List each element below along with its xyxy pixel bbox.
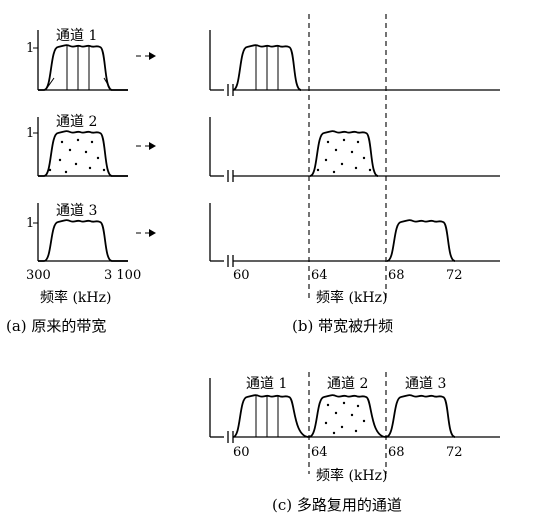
dot xyxy=(340,162,344,166)
dot xyxy=(334,411,338,415)
left-channel-2-label: 通道 2 xyxy=(56,114,97,130)
hatch-line xyxy=(103,77,111,89)
right-plot-channel-1 xyxy=(209,30,500,96)
dot xyxy=(326,140,330,144)
bottom-x-tick-60: 60 xyxy=(233,445,250,460)
dot xyxy=(356,140,360,144)
dot xyxy=(334,148,338,152)
left-channel-1-label: 通道 1 xyxy=(56,28,97,44)
y-tick-label-2: 1 xyxy=(26,126,34,141)
right-x-tick-68: 68 xyxy=(388,268,405,283)
dot xyxy=(88,166,92,170)
channel-1-spectrum xyxy=(38,44,128,91)
dot xyxy=(342,401,346,405)
dot xyxy=(64,170,68,174)
left-x-axis-label: 频率 (kHz) xyxy=(40,289,111,306)
dot xyxy=(84,150,88,154)
bottom-x-tick-64: 64 xyxy=(311,445,328,460)
left-plot-channel-3 xyxy=(33,203,128,262)
caption-a: (a) 原来的带宽 xyxy=(6,317,106,335)
left-plot-channel-1 xyxy=(33,30,128,91)
dot xyxy=(76,138,80,142)
left-plot-channel-2 xyxy=(33,117,128,177)
dot xyxy=(362,419,366,423)
dot xyxy=(342,138,346,142)
right-x-axis-label: 频率 (kHz) xyxy=(316,289,387,306)
bottom-channel-2-label: 通道 2 xyxy=(327,376,368,392)
shifted-channel-1-spectrum xyxy=(232,44,302,91)
y-tick-label-3: 1 xyxy=(26,216,34,231)
caption-b: (b) 带宽被升频 xyxy=(292,317,393,335)
y-tick-label-1: 1 xyxy=(26,41,34,56)
dot xyxy=(326,403,330,407)
left-channel-3-label: 通道 3 xyxy=(56,203,97,219)
bottom-x-tick-72: 72 xyxy=(446,445,463,460)
mux-channel-3-spectrum xyxy=(385,394,456,438)
dot xyxy=(354,166,358,170)
dot xyxy=(60,140,64,144)
dot xyxy=(356,404,360,408)
dot xyxy=(362,156,366,160)
right-x-tick-64: 64 xyxy=(311,268,328,283)
dot xyxy=(324,158,328,162)
dot xyxy=(368,168,372,172)
right-plot-channel-2 xyxy=(209,117,500,182)
bottom-x-axis-label: 频率 (kHz) xyxy=(316,467,387,484)
dot xyxy=(58,158,62,162)
arrow-head-2 xyxy=(149,142,156,150)
hatch-line xyxy=(46,77,55,89)
dot xyxy=(350,413,354,417)
bottom-channel-1-label: 通道 1 xyxy=(246,376,287,392)
channel-3-spectrum xyxy=(38,219,128,262)
left-x-tick-300: 300 xyxy=(26,268,51,283)
shifted-channel-3-spectrum xyxy=(386,219,456,262)
right-x-tick-60: 60 xyxy=(233,268,250,283)
dot xyxy=(350,150,354,154)
arrow-head-3 xyxy=(149,229,156,237)
dot xyxy=(96,156,100,160)
dot xyxy=(332,431,336,435)
dot xyxy=(332,170,336,174)
right-x-tick-72: 72 xyxy=(446,268,463,283)
dot xyxy=(48,168,52,172)
dot xyxy=(354,429,358,433)
channel-2-spectrum xyxy=(38,130,128,177)
dot xyxy=(68,148,72,152)
dot xyxy=(324,421,328,425)
mux-channel-1-spectrum xyxy=(232,394,310,438)
shifted-channel-2-spectrum xyxy=(309,130,379,177)
right-plot-channel-3 xyxy=(209,203,500,267)
left-x-tick-3100: 3 100 xyxy=(104,268,141,283)
bottom-x-tick-68: 68 xyxy=(388,445,405,460)
arrow-head-1 xyxy=(149,52,156,60)
caption-c: (c) 多路复用的通道 xyxy=(272,496,402,514)
dot xyxy=(102,168,106,172)
mux-channel-2-spectrum xyxy=(308,394,387,438)
bottom-channel-3-label: 通道 3 xyxy=(405,376,446,392)
dot xyxy=(340,425,344,429)
bottom-multiplexed-plot xyxy=(209,378,500,443)
dot xyxy=(316,168,320,172)
dot xyxy=(90,140,94,144)
dot xyxy=(74,162,78,166)
